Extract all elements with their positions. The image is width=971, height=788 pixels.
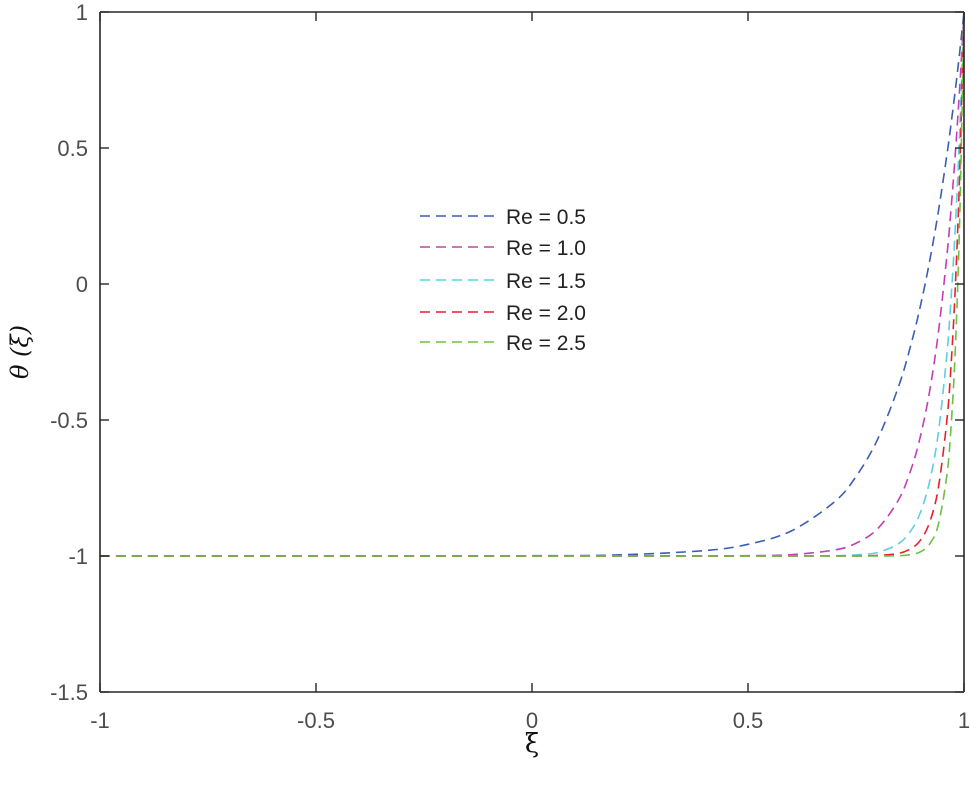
legend-item: Re = 1.5 [420, 270, 586, 293]
y-tick-label: -1.5 [50, 680, 88, 705]
legend-item: Re = 2.5 [420, 332, 586, 355]
y-axis-ticks: -1.5 -1 -0.5 0 0.5 1 [50, 0, 964, 705]
legend-label: Re = 2.5 [506, 332, 586, 355]
x-tick-label: -1 [90, 708, 110, 733]
x-tick-label: 0.5 [733, 708, 764, 733]
y-tick-label: -1 [68, 544, 88, 569]
series-line-re-1-5 [100, 11, 965, 557]
legend-label: Re = 1.5 [506, 270, 586, 293]
y-tick-label: 0 [76, 272, 88, 297]
series-layer [100, 11, 965, 557]
y-tick-label: 1 [76, 0, 88, 25]
legend-label: Re = 2.0 [506, 302, 586, 325]
legend: Re = 0.5 Re = 1.0 Re = 1.5 Re = 2.0 Re =… [420, 206, 586, 355]
x-tick-label: 1 [958, 708, 970, 733]
legend-item: Re = 1.0 [420, 237, 586, 260]
y-tick-label: 0.5 [57, 136, 88, 161]
legend-item: Re = 0.5 [420, 206, 586, 229]
plot-area [100, 12, 964, 692]
series-line-re-2-5 [100, 11, 965, 557]
x-tick-label: 0 [526, 708, 538, 733]
x-tick-label: -0.5 [297, 708, 335, 733]
legend-label: Re = 0.5 [506, 206, 586, 229]
plot-background [100, 12, 964, 692]
x-axis-ticks: -1 -0.5 0 0.5 1 [90, 12, 970, 733]
legend-item: Re = 2.0 [420, 302, 586, 325]
y-axis-title: θ (ξ) [6, 325, 34, 379]
legend-label: Re = 1.0 [506, 237, 586, 260]
y-tick-label: -0.5 [50, 408, 88, 433]
x-axis-title: ξ [525, 729, 539, 759]
